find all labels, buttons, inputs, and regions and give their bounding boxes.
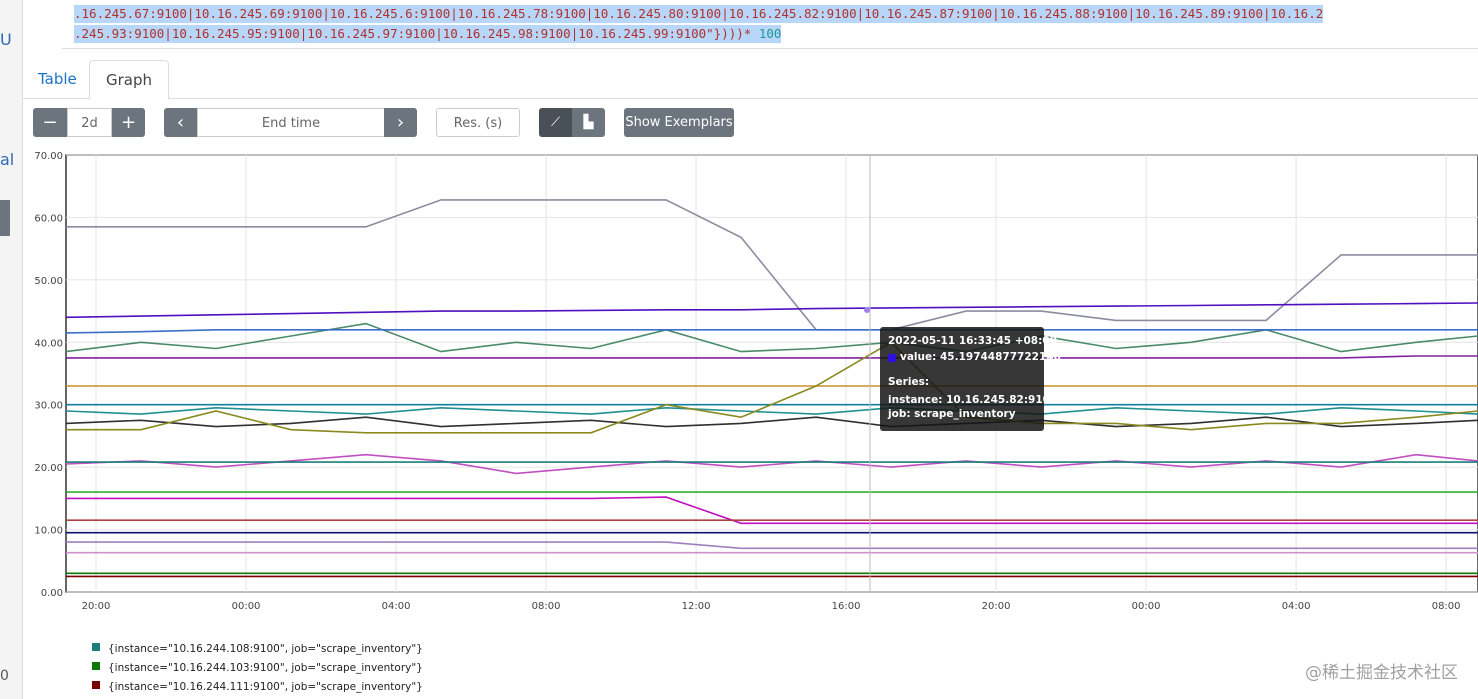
- query-line: .245.93:9100|10.16.245.95:9100|10.16.245…: [74, 25, 782, 43]
- legend-label: {instance="10.16.244.103:9100", job="scr…: [108, 662, 423, 674]
- x-tick-label: 00:00: [232, 601, 261, 612]
- resolution-input[interactable]: Res. (s): [436, 108, 520, 137]
- earlier[interactable]: ‹: [164, 108, 197, 137]
- line-mode[interactable]: ⟋: [539, 108, 572, 137]
- legend-swatch: [92, 643, 100, 651]
- exemplars-button[interactable]: Show Exemplars: [624, 108, 734, 137]
- series-line: [66, 341, 1478, 434]
- query-editor[interactable]: .16.245.67:9100|10.16.245.69:9100|10.16.…: [62, 0, 1478, 49]
- y-tick-label: 40.00: [34, 338, 63, 349]
- x-tick-label: 08:00: [532, 601, 561, 612]
- tooltip-series: Series:: [888, 376, 930, 388]
- x-tick-label: 00:00: [1132, 601, 1161, 612]
- tooltip: 2022-05-11 16:33:45 +08:00 value: 45.197…: [880, 327, 1061, 431]
- series-line: [66, 541, 1478, 550]
- y-tick-label: 70.00: [34, 151, 63, 162]
- legend-label: {instance="10.16.244.108:9100", job="scr…: [108, 643, 423, 655]
- x-tick-label: 20:00: [982, 601, 1011, 612]
- range-input[interactable]: 2d: [67, 108, 112, 137]
- x-tick-label: 12:00: [682, 601, 711, 612]
- hover-point: [864, 307, 870, 313]
- y-tick-label: 60.00: [34, 213, 63, 224]
- legend-swatch: [92, 681, 100, 689]
- tabs: Table Graph: [22, 60, 1478, 100]
- y-tick-label: 20.00: [34, 463, 63, 474]
- x-tick-label: 08:00: [1432, 601, 1461, 612]
- series-line: [66, 496, 1478, 525]
- x-tick-label: 04:00: [1282, 601, 1311, 612]
- tab[interactable]: Graph: [89, 60, 170, 100]
- x-tick-label: 20:00: [82, 601, 111, 612]
- series-line: [65, 406, 1478, 415]
- series-line: [66, 355, 1478, 359]
- end-time-input[interactable]: End time: [197, 108, 385, 137]
- tooltip-value: value: 45.19744877722146: [900, 351, 1061, 363]
- sidebar: U al 0: [0, 0, 23, 699]
- series-line: [65, 416, 1478, 428]
- legend-item[interactable]: {instance="10.16.244.108:9100", job="scr…: [92, 640, 423, 659]
- legend: {instance="10.16.244.108:9100", job="scr…: [92, 640, 423, 697]
- query-text: .245.93:9100|10.16.245.95:9100|10.16.245…: [74, 26, 759, 41]
- sidebar-button[interactable]: [0, 200, 10, 236]
- legend-swatch: [92, 662, 100, 670]
- series-line: [65, 302, 1478, 319]
- stacked-mode[interactable]: ▙: [572, 108, 605, 137]
- y-tick-label: 30.00: [34, 401, 63, 412]
- later[interactable]: ›: [384, 108, 417, 137]
- legend-item[interactable]: {instance="10.16.244.103:9100", job="scr…: [92, 659, 423, 678]
- series-line: [65, 322, 1478, 353]
- query-number: 100: [758, 26, 782, 41]
- plot-area: [65, 154, 1478, 593]
- increase-range[interactable]: +: [112, 108, 145, 137]
- series-line: [65, 329, 1478, 334]
- legend-label: {instance="10.16.244.111:9100", job="scr…: [108, 681, 423, 693]
- sidebar-text: al: [0, 150, 15, 169]
- y-tick-label: 0.00: [41, 588, 63, 599]
- x-tick-label: 04:00: [382, 601, 411, 612]
- sidebar-text: U: [0, 30, 12, 49]
- chart: 0.00 10.00 20.00 30.00 40.00 50.00 60.00 70.00 2…: [34, 151, 1478, 612]
- tooltip-time: 2022-05-11 16:33:45 +08:00: [888, 335, 1057, 347]
- tooltip-job: job: scrape_inventory: [888, 408, 1016, 420]
- watermark: @稀土掘金技术社区: [1305, 663, 1458, 683]
- sidebar-text: 0: [0, 668, 9, 684]
- legend-item[interactable]: {instance="10.16.244.111:9100", job="scr…: [92, 678, 423, 697]
- series-line: [66, 199, 1478, 331]
- y-tick-label: 50.00: [34, 276, 63, 287]
- tooltip-instance: instance: 10.16.245.82:9100: [888, 394, 1058, 406]
- x-tick-label: 16:00: [832, 601, 861, 612]
- decrease-range[interactable]: −: [33, 108, 67, 137]
- tooltip-swatch: [888, 354, 896, 362]
- y-tick-label: 10.00: [34, 526, 63, 537]
- query-line: .16.245.67:9100|10.16.245.69:9100|10.16.…: [74, 5, 1324, 23]
- tab[interactable]: Table: [38, 70, 77, 88]
